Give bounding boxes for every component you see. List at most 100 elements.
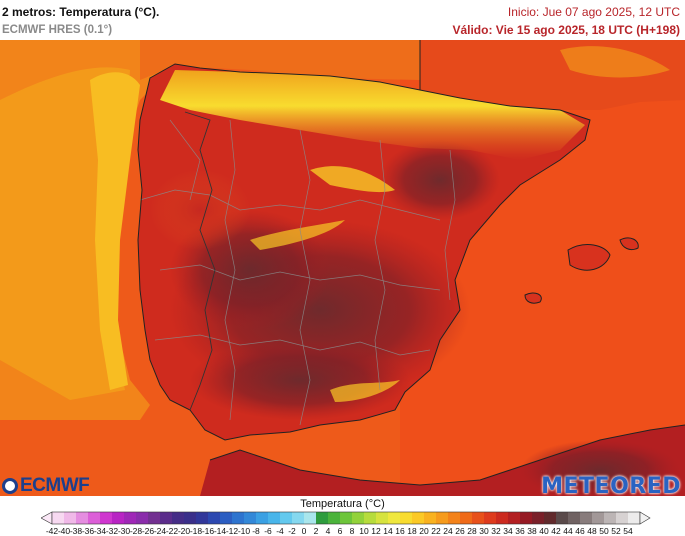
legend-tick-label: -20 <box>177 526 191 536</box>
legend-tick-label: 54 <box>623 526 633 536</box>
legend-tick-label: 38 <box>527 526 537 536</box>
legend-swatch <box>352 512 365 524</box>
legend-tick-label: -8 <box>252 526 260 536</box>
legend-tick-label: -34 <box>93 526 107 536</box>
legend-swatch <box>196 512 209 524</box>
legend-tick-label: 4 <box>325 526 331 536</box>
model-label: ECMWF HRES (0.1°) <box>2 24 113 36</box>
legend-tick-label: 16 <box>395 526 405 536</box>
legend-tick-label: -32 <box>105 526 119 536</box>
legend-swatch <box>340 512 353 524</box>
legend-swatch <box>400 512 413 524</box>
legend-tick-label: 2 <box>313 526 319 536</box>
legend-swatch <box>424 512 437 524</box>
legend-swatch <box>544 512 557 524</box>
legend-swatch <box>592 512 605 524</box>
legend-swatch <box>52 512 65 524</box>
legend-tick-label: 22 <box>431 526 441 536</box>
sierra-nevada-cool <box>330 380 400 402</box>
bay-of-biscay <box>140 40 420 80</box>
ibiza <box>525 292 542 304</box>
legend-tick-label: 20 <box>419 526 429 536</box>
legend-swatch <box>148 512 161 524</box>
temperature-map[interactable] <box>0 40 685 496</box>
cantabrian-cool-belt <box>160 70 585 160</box>
legend-tick-label: -14 <box>213 526 227 536</box>
legend-tick-label: 44 <box>563 526 573 536</box>
legend-tick-label: -30 <box>117 526 131 536</box>
ecmwf-logo-text: ECMWF <box>20 475 90 496</box>
legend-tick-label: 42 <box>551 526 561 536</box>
coastal-upwelling <box>90 72 140 390</box>
legend-swatch <box>304 512 317 524</box>
legend-tick-label: 30 <box>479 526 489 536</box>
valid-time: Válido: Vie 15 ago 2025, 18 UTC (H+198) <box>452 23 680 37</box>
legend-swatch <box>64 512 77 524</box>
legend-swatch <box>124 512 137 524</box>
legend-tick-label: -36 <box>81 526 95 536</box>
warm-northwest <box>150 170 250 250</box>
legend-tick-label: 46 <box>575 526 585 536</box>
iberian-range-cool <box>310 166 395 193</box>
legend-tick-label: 10 <box>359 526 369 536</box>
legend-tick-label: 26 <box>455 526 465 536</box>
legend-swatch <box>376 512 389 524</box>
legend-swatch <box>448 512 461 524</box>
legend-swatch <box>100 512 113 524</box>
coastlines <box>137 40 685 486</box>
legend-tick-label: 24 <box>443 526 453 536</box>
legend-swatch <box>184 512 197 524</box>
meteored-logo: METEORED <box>541 474 681 499</box>
legend-tick-label: -4 <box>276 526 284 536</box>
legend-swatch <box>472 512 485 524</box>
ecmwf-ring-icon <box>2 478 18 494</box>
legend-swatch <box>628 512 641 524</box>
legend-swatch <box>556 512 569 524</box>
legend-tick-label: 34 <box>503 526 513 536</box>
legend-swatch <box>280 512 293 524</box>
legend-swatch <box>616 512 629 524</box>
legend-swatch <box>244 512 257 524</box>
legend-tick-label: 52 <box>611 526 621 536</box>
legend-tick-label: -26 <box>141 526 155 536</box>
legend-swatch <box>388 512 401 524</box>
legend-tick-label: -24 <box>153 526 167 536</box>
legend-tick-label: -22 <box>165 526 179 536</box>
legend-swatch <box>208 512 221 524</box>
region-borders <box>139 119 456 426</box>
legend-tick-label: -40 <box>57 526 71 536</box>
legend-tick-label: -16 <box>201 526 215 536</box>
legend-colorbar <box>41 511 651 525</box>
legend-tick-label: -6 <box>264 526 272 536</box>
legend-swatch <box>460 512 473 524</box>
legend-swatch <box>328 512 341 524</box>
heat-core-guadalquivir <box>190 340 410 420</box>
portugal-border <box>184 111 216 411</box>
legend-tick-label: 0 <box>301 526 307 536</box>
ecmwf-logo: ECMWF <box>2 475 90 496</box>
legend-ticks: -42 -40 -38 -36 -34 -32 -30 -28 -26 -24 -22 -20 -18-… <box>46 526 642 536</box>
legend-tick-label: 32 <box>491 526 501 536</box>
legend-swatch <box>256 512 269 524</box>
legend-swatch <box>508 512 521 524</box>
legend-tick-label: -12 <box>225 526 239 536</box>
legend-swatch <box>172 512 185 524</box>
legend-tick-label: 8 <box>349 526 355 536</box>
legend-tick-label: -42 <box>45 526 59 536</box>
legend-tick-label: -2 <box>288 526 296 536</box>
france-cool-zone <box>560 46 670 78</box>
legend-tick-label: 48 <box>587 526 597 536</box>
legend-swatch <box>568 512 581 524</box>
init-time: Inicio: Jue 07 ago 2025, 12 UTC <box>507 5 680 19</box>
legend-swatch <box>520 512 533 524</box>
central-system-cool <box>250 220 345 250</box>
legend-swatch <box>532 512 545 524</box>
legend-tick-label: 36 <box>515 526 525 536</box>
legend-tick-label: 14 <box>383 526 393 536</box>
legend-tick-label: -28 <box>129 526 143 536</box>
legend-swatch <box>88 512 101 524</box>
legend-tick-label: -10 <box>237 526 251 536</box>
heat-core-ebro <box>380 140 500 220</box>
legend-tick-label: -38 <box>69 526 83 536</box>
legend-swatch <box>316 512 329 524</box>
